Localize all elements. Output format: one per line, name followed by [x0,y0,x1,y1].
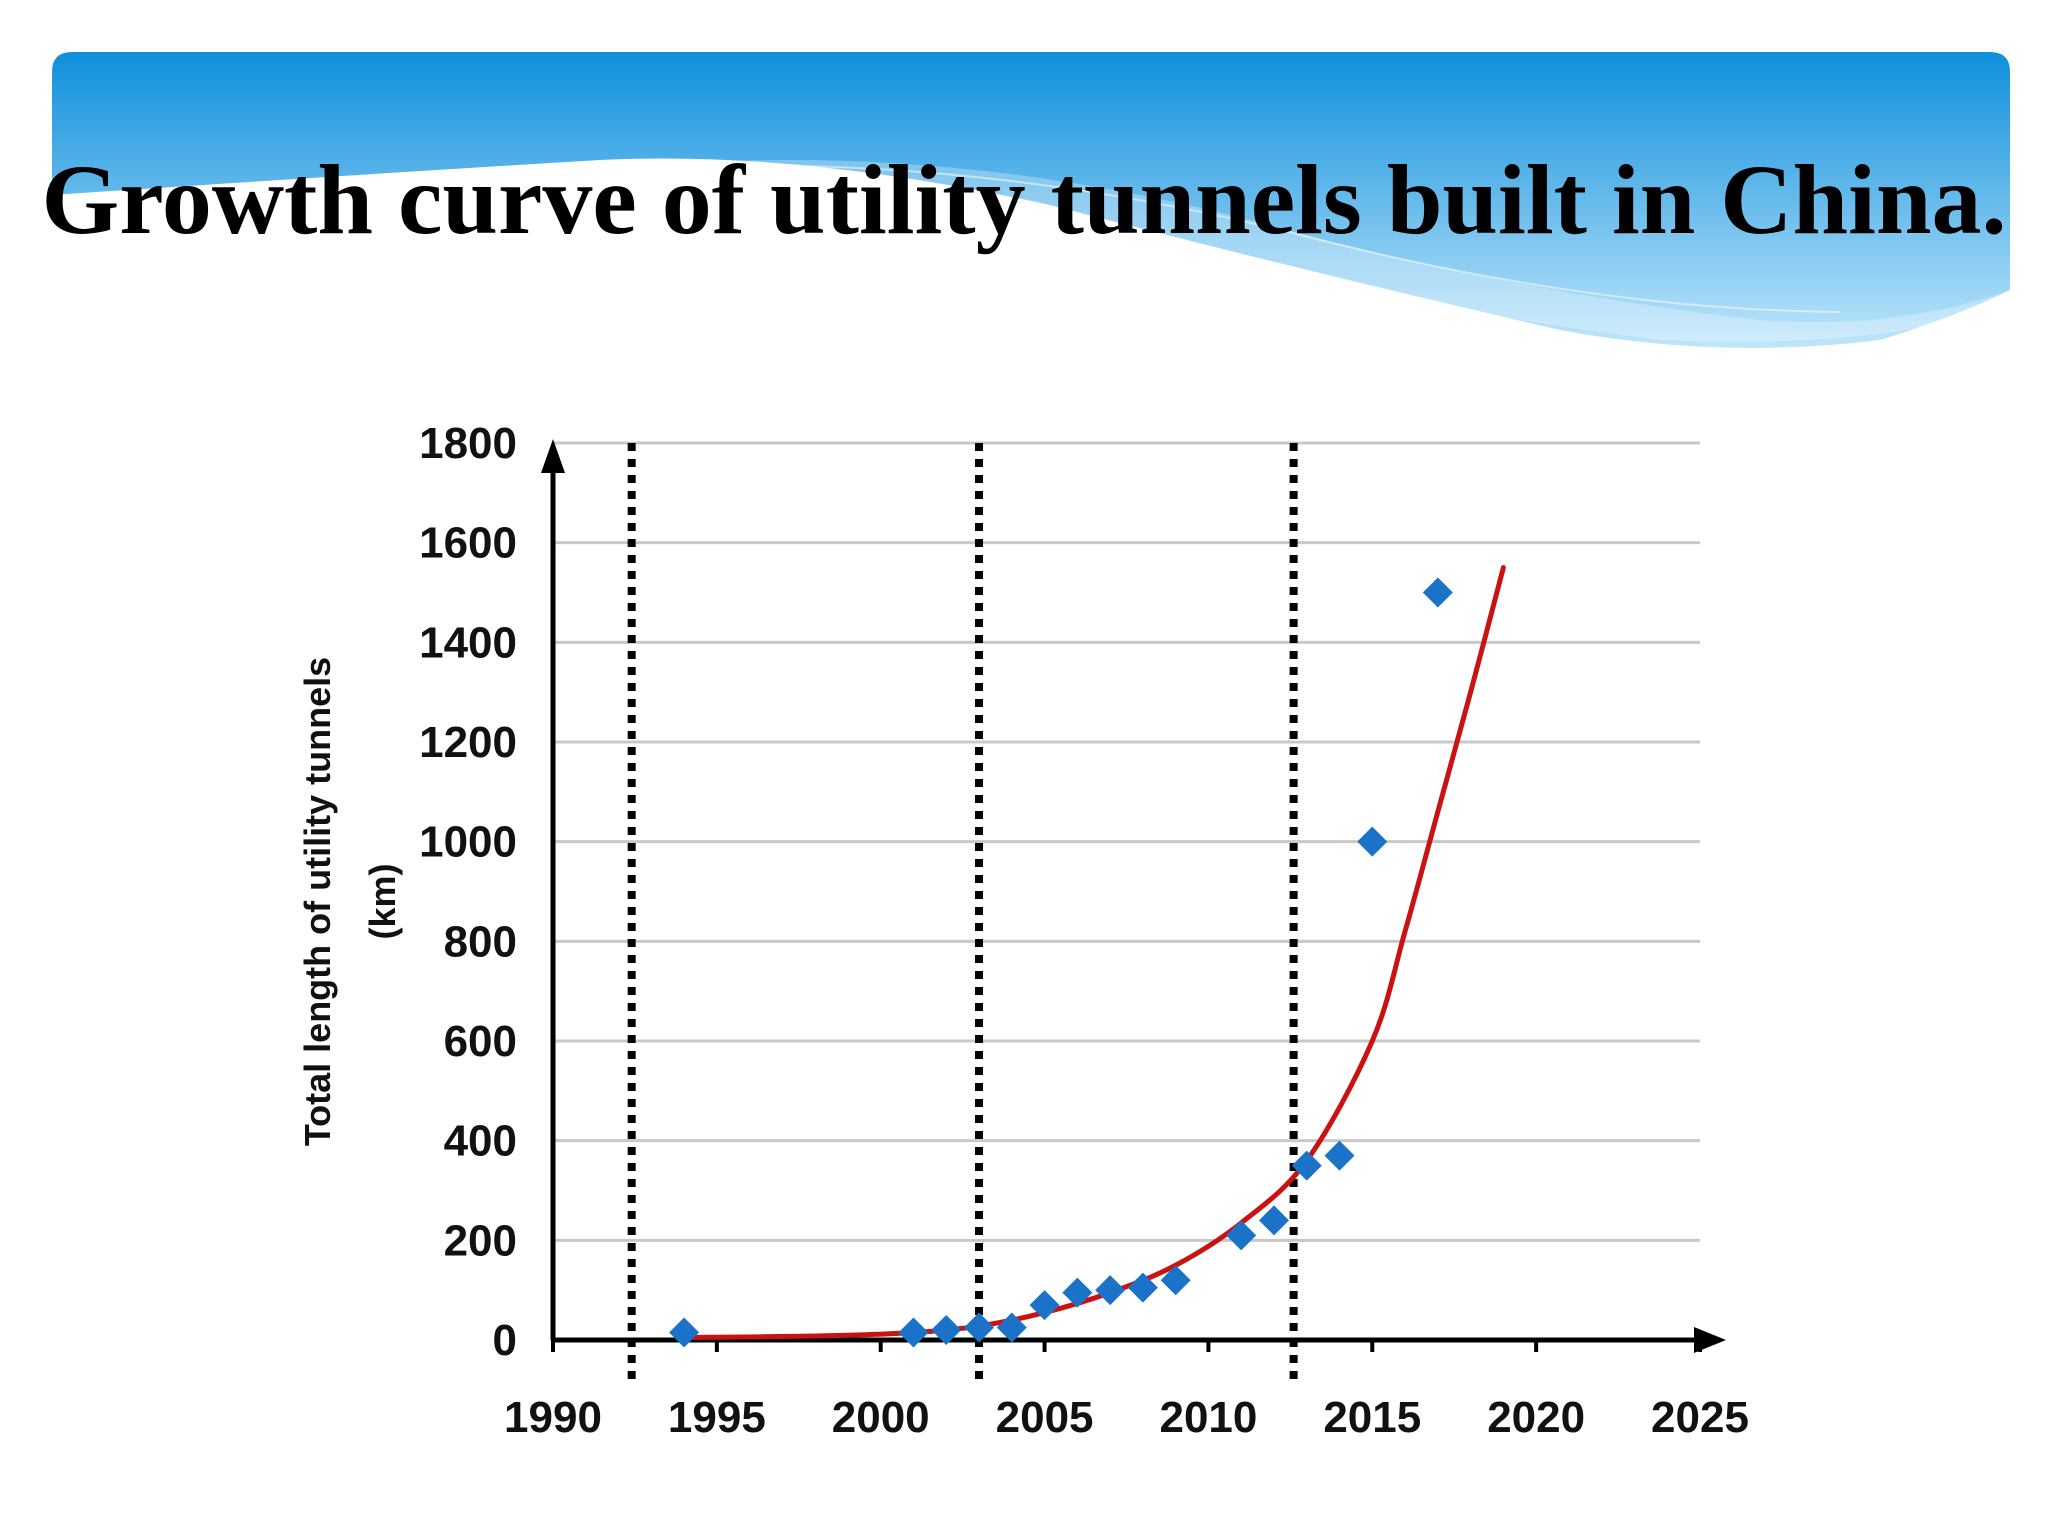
x-tick-label-7: 2025 [1651,1393,1749,1442]
x-tick-label-4: 2010 [1159,1393,1257,1442]
data-point-6 [1062,1277,1093,1308]
data-point-11 [1258,1205,1289,1236]
data-point-0 [669,1317,700,1348]
data-point-3 [964,1312,995,1343]
data-point-2 [931,1315,962,1346]
y-axis-arrow [541,439,565,473]
gridlines [553,441,1700,1242]
data-point-7 [1095,1275,1126,1306]
axis-titles: Total length of utility tunnels (km) [297,657,403,1146]
y-tick-label-6: 1200 [419,718,517,767]
y-tick-label-0: 0 [493,1316,517,1365]
y-tick-label-7: 1400 [419,618,517,667]
data-point-9 [1160,1265,1191,1296]
trend-line [681,565,1506,1341]
data-point-14 [1357,826,1388,857]
y-tick-label-2: 400 [444,1117,517,1166]
trend-layer [681,565,1506,1341]
y-tick-label-9: 1800 [419,419,517,468]
y-tick-label-1: 200 [444,1216,517,1265]
y-tick-label-3: 600 [444,1017,517,1066]
slide-title: Growth curve of utility tunnels built in… [41,144,2007,255]
data-point-8 [1127,1272,1158,1303]
data-point-12 [1291,1150,1322,1181]
banner-background [52,52,2010,348]
data-points [669,577,1453,1348]
y-tick-label-8: 1600 [419,519,517,568]
data-point-4 [996,1312,1027,1343]
axes [541,439,1726,1353]
banner-wave [560,160,2010,342]
x-tick-label-6: 2020 [1487,1393,1585,1442]
data-point-5 [1029,1290,1060,1321]
stage-dividers [627,443,1298,1382]
data-point-1 [898,1317,929,1348]
y-tick-label-5: 1000 [419,818,517,867]
data-point-13 [1324,1140,1355,1171]
x-tick-label-3: 2005 [996,1393,1094,1442]
x-tick-label-2: 2000 [832,1393,930,1442]
x-tick-label-1: 1995 [668,1393,766,1442]
data-point-10 [1226,1220,1257,1251]
banner-wave-line [619,164,1841,313]
tick-labels: 0 200 400 600 800 1000 1200 1400 1600 1800 1990 199… [419,419,1749,1442]
y-axis-title: Total length of utility tunnels [297,657,338,1146]
title-banner [52,52,2010,348]
x-tick-label-0: 1990 [504,1393,602,1442]
y-axis-unit: (km) [362,863,403,939]
y-tick-label-4: 800 [444,917,517,966]
x-tick-label-5: 2015 [1323,1393,1421,1442]
data-point-15 [1422,577,1453,608]
